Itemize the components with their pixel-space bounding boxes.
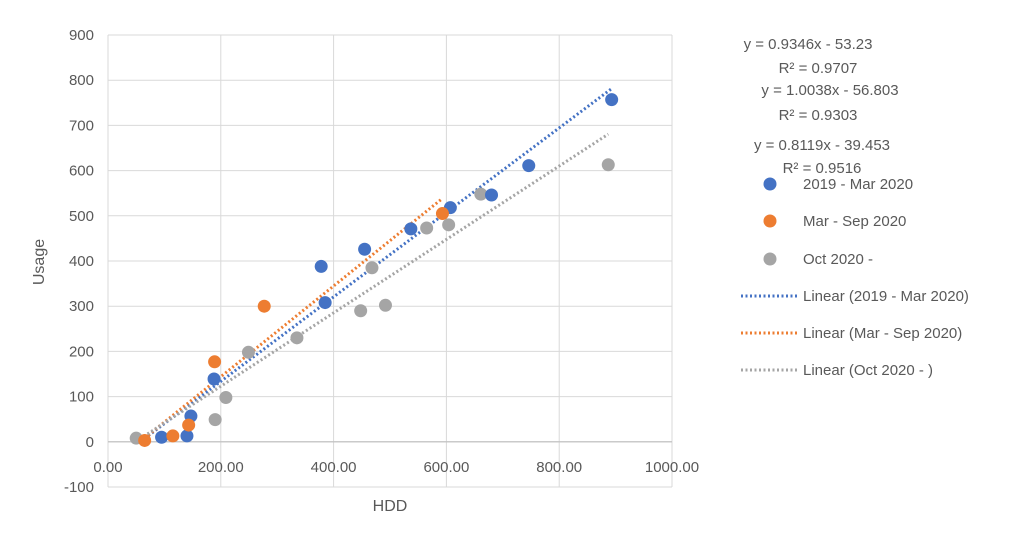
data-point-series-3 xyxy=(354,304,368,318)
x-tick-label: 800.00 xyxy=(536,459,582,476)
data-point-series-2 xyxy=(208,355,222,369)
y-tick-label: 700 xyxy=(69,117,94,134)
x-tick-label: 600.00 xyxy=(423,459,469,476)
trendline-equation-2: y = 1.0038x - 56.803 xyxy=(761,82,898,99)
y-axis-ticks: -100 0 100 200 300 400 500 600 700 800 900 xyxy=(64,27,94,496)
data-point-series-1 xyxy=(404,222,418,236)
data-point-series-2 xyxy=(138,433,152,447)
y-tick-label: 900 xyxy=(69,27,94,44)
legend: 2019 - Mar 2020 Mar - Sep 2020 Oct 2020 … xyxy=(741,176,969,379)
y-tick-label: 400 xyxy=(69,253,94,270)
data-point-series-1 xyxy=(180,429,194,443)
y-tick-label: 500 xyxy=(69,208,94,225)
data-point-series-2 xyxy=(435,207,449,221)
x-axis-ticks: 0.00 200.00 400.00 600.00 800.00 1000.00 xyxy=(93,459,699,476)
x-tick-label: 400.00 xyxy=(311,459,357,476)
y-tick-label: -100 xyxy=(64,479,94,496)
trendline-series-3 xyxy=(135,132,610,443)
legend-label-series-2: Mar - Sep 2020 xyxy=(803,213,906,230)
trendlines xyxy=(135,87,613,443)
legend-marker-series-1 xyxy=(763,177,777,191)
trendline-equation-3: y = 0.8119x - 39.453 xyxy=(754,137,890,154)
data-points xyxy=(129,93,619,447)
data-point-series-1 xyxy=(207,372,221,386)
trendline-equation-1: y = 0.9346x - 53.23 xyxy=(744,36,873,53)
data-point-series-3 xyxy=(241,345,255,359)
gridlines xyxy=(107,34,673,488)
data-point-series-3 xyxy=(219,391,233,405)
legend-label-series-3: Oct 2020 - xyxy=(803,251,873,268)
data-point-series-1 xyxy=(314,259,328,273)
legend-marker-series-2 xyxy=(763,214,777,228)
x-tick-label: 1000.00 xyxy=(645,459,699,476)
y-tick-label: 0 xyxy=(86,434,94,451)
data-point-series-3 xyxy=(442,218,456,232)
y-tick-label: 800 xyxy=(69,72,94,89)
y-tick-label: 200 xyxy=(69,343,94,360)
data-point-series-3 xyxy=(378,298,392,312)
trendline-equations: y = 0.9346x - 53.23 R² = 0.9707 y = 1.00… xyxy=(744,36,899,177)
data-point-series-3 xyxy=(601,158,615,172)
data-point-series-2 xyxy=(257,299,271,313)
trendline-r2-1: R² = 0.9707 xyxy=(779,60,858,77)
trendline-series-1 xyxy=(143,87,613,440)
data-point-series-1 xyxy=(605,93,619,107)
x-axis-title: HDD xyxy=(373,498,408,515)
data-point-series-2 xyxy=(182,418,196,432)
y-tick-label: 600 xyxy=(69,163,94,180)
data-point-series-3 xyxy=(420,221,434,235)
data-point-series-2 xyxy=(166,429,180,443)
trendline-r2-2: R² = 0.9303 xyxy=(779,107,858,124)
data-point-series-1 xyxy=(155,430,169,444)
y-tick-label: 300 xyxy=(69,298,94,315)
x-tick-label: 0.00 xyxy=(93,459,122,476)
trendline-r2-3: R² = 0.9516 xyxy=(783,160,862,177)
legend-trendline-label-1: Linear (2019 - Mar 2020) xyxy=(803,288,969,305)
y-axis-title: Usage xyxy=(31,239,48,285)
data-point-series-3 xyxy=(365,261,379,275)
data-point-series-3 xyxy=(290,331,304,345)
data-point-series-1 xyxy=(318,296,332,310)
x-tick-label: 200.00 xyxy=(198,459,244,476)
legend-trendline-label-2: Linear (Mar - Sep 2020) xyxy=(803,325,962,342)
trendline-series-2 xyxy=(143,197,444,440)
data-point-series-1 xyxy=(522,159,536,173)
data-point-series-3 xyxy=(208,413,222,427)
legend-marker-series-3 xyxy=(763,252,777,266)
data-point-series-1 xyxy=(358,242,372,256)
data-point-series-1 xyxy=(485,188,499,202)
data-point-series-3 xyxy=(474,187,488,201)
legend-label-series-1: 2019 - Mar 2020 xyxy=(803,176,913,193)
legend-trendline-label-3: Linear (Oct 2020 - ) xyxy=(803,362,933,379)
y-tick-label: 100 xyxy=(69,389,94,406)
